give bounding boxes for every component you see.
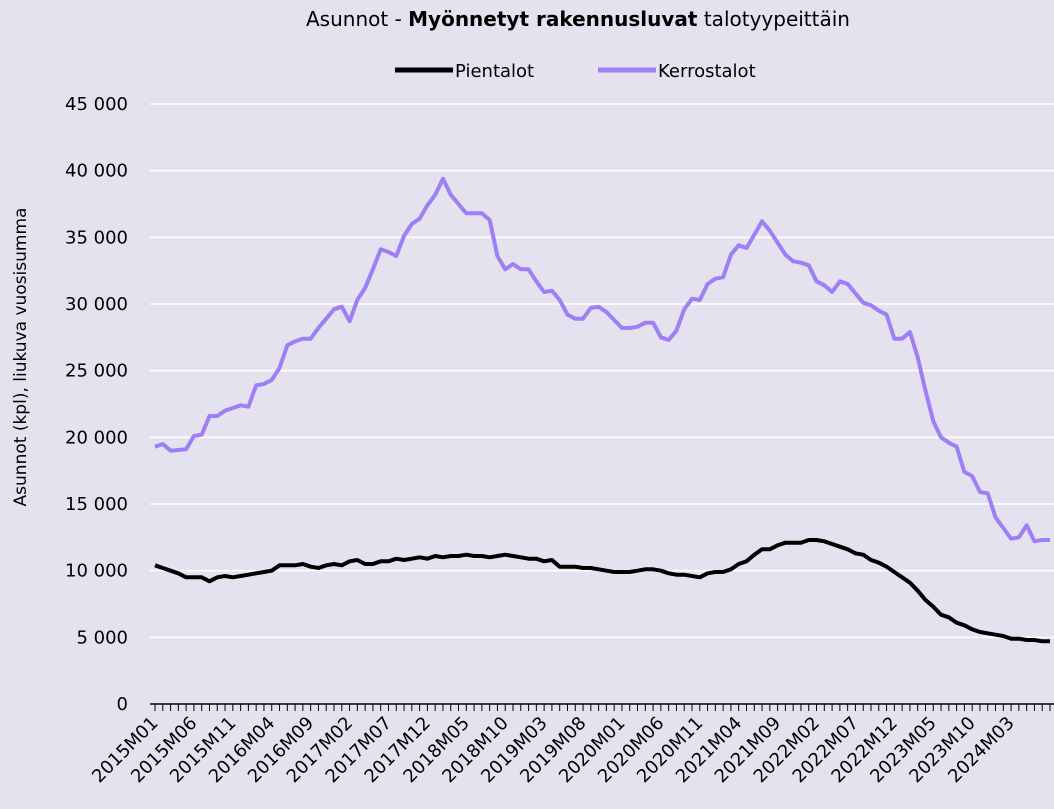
y-tick-label: 5 000: [76, 627, 128, 648]
y-tick-label: 10 000: [65, 561, 128, 582]
y-tick-label: 35 000: [65, 227, 128, 248]
title-part: Myönnetyt rakennusluvat: [408, 7, 698, 31]
series-line: [154, 538, 1050, 644]
title-part: talotyypeittäin: [697, 7, 850, 31]
y-tick-label: 40 000: [65, 161, 128, 182]
y-tick-label: 25 000: [65, 361, 128, 382]
y-tick-label: 15 000: [65, 494, 128, 515]
chart-title: Asunnot - Myönnetyt rakennusluvat taloty…: [306, 7, 850, 31]
y-axis-label: Asunnot (kpl), liukuva vuosisumma: [11, 208, 31, 507]
y-tick-label: 30 000: [65, 294, 128, 315]
legend-label: Pientalot: [455, 61, 534, 82]
series-line: [154, 176, 1050, 544]
y-tick-label: 20 000: [65, 427, 128, 448]
legend-label: Kerrostalot: [658, 61, 756, 82]
y-tick-label: 0: [117, 694, 128, 715]
title-part: Asunnot -: [306, 7, 408, 31]
y-tick-label: 45 000: [65, 94, 128, 115]
